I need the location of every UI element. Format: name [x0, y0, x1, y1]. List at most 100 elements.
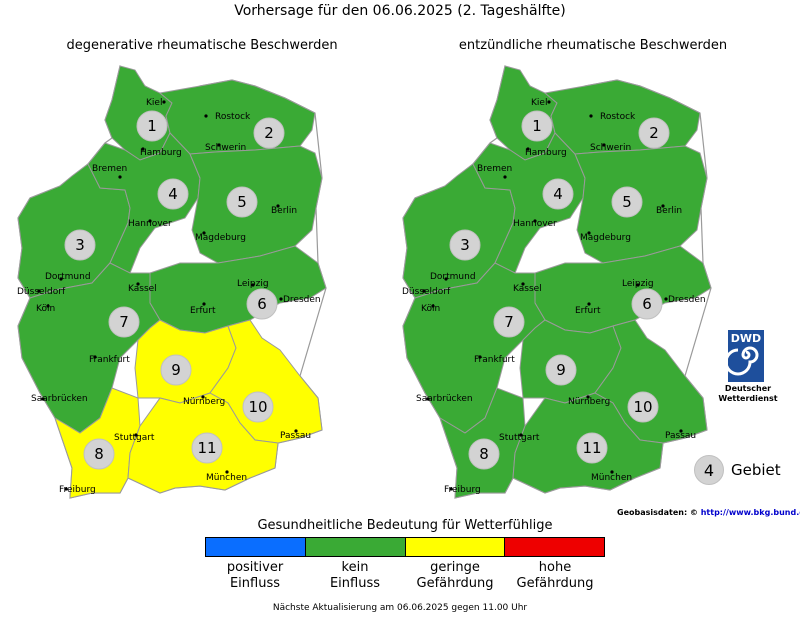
svg-text:1: 1 [532, 117, 542, 135]
region-number-badge: 11 [576, 432, 608, 464]
city-dot [636, 283, 640, 287]
city-dot [141, 147, 145, 151]
city-dot [547, 100, 551, 104]
city-dot [519, 433, 523, 437]
city-dot [134, 433, 138, 437]
city-label: Nürnberg [568, 397, 610, 407]
legend-swatch-positive [206, 538, 306, 556]
map-title-inflammatory: entzündliche rheumatische Beschwerden [458, 38, 728, 53]
region-number-badge: 5 [611, 186, 643, 218]
svg-text:6: 6 [257, 295, 267, 313]
dwd-logo-text: DWD [731, 332, 761, 345]
legend-label-high: hohe Gefährdung [505, 560, 605, 592]
city-label: München [591, 473, 632, 483]
legend-swatch-low [405, 538, 506, 556]
city-dot [148, 219, 152, 223]
city-dot [202, 231, 206, 235]
svg-text:8: 8 [479, 445, 489, 463]
city-dot [202, 302, 206, 306]
city-label: Dresden [668, 295, 706, 305]
city-label: Berlin [271, 206, 297, 216]
region-number-badge: 4 [157, 178, 189, 210]
city-dot [526, 147, 530, 151]
dwd-caption: Deutscher Wetterdienst [708, 384, 788, 404]
region-number-badge: 7 [493, 306, 525, 338]
city-label: Dortmund [45, 272, 91, 282]
region-number-badge: 9 [545, 354, 577, 386]
city-label: Kiel [531, 98, 547, 108]
city-dot [587, 231, 591, 235]
svg-text:1: 1 [147, 117, 157, 135]
city-dot [610, 470, 614, 474]
city-dot [64, 487, 68, 491]
svg-text:9: 9 [171, 361, 181, 379]
city-dot [422, 289, 426, 293]
svg-text:9: 9 [556, 361, 566, 379]
legend-label-low-line1: geringe [430, 560, 480, 575]
city-label: Frankfurt [89, 355, 130, 365]
region-1[interactable] [104, 65, 173, 161]
city-label: Frankfurt [474, 355, 515, 365]
city-dot [521, 282, 525, 286]
city-dot [431, 304, 435, 308]
dwd-logo: DWD [724, 330, 764, 382]
legend-label-none-line2: Einfluss [329, 576, 381, 591]
city-label: München [206, 473, 247, 483]
city-dot [444, 277, 448, 281]
city-dot [294, 429, 298, 433]
city-dot [478, 355, 482, 359]
region-number-badge: 8 [83, 438, 115, 470]
region-key-label: Gebiet [731, 461, 781, 479]
legend-label-none: kein Einfluss [305, 560, 405, 592]
region-number-badge: 3 [449, 229, 481, 261]
region-10[interactable] [209, 319, 323, 444]
city-dot [46, 304, 50, 308]
region-number-badge: 8 [468, 438, 500, 470]
region-number-badge: 1 [136, 110, 168, 142]
legend-label-positive-line1: positiver [226, 560, 284, 575]
city-label: Leipzig [237, 279, 269, 289]
city-label: Magdeburg [580, 233, 631, 243]
region-number-badge: 2 [253, 117, 285, 149]
city-label: Saarbrücken [31, 394, 88, 404]
city-dot [217, 143, 221, 147]
city-dot [661, 204, 665, 208]
svg-text:4: 4 [553, 185, 563, 203]
region-1[interactable] [489, 65, 558, 161]
svg-text:11: 11 [197, 439, 216, 457]
svg-text:10: 10 [633, 398, 652, 416]
city-label: Düsseldorf [402, 287, 451, 297]
city-label: Rostock [600, 112, 636, 122]
svg-text:7: 7 [504, 313, 514, 331]
region-number-badge: 6 [631, 288, 663, 320]
svg-text:6: 6 [642, 295, 652, 313]
region-4[interactable] [87, 132, 201, 274]
map-title-degenerative: degenerative rheumatische Beschwerden [66, 38, 338, 53]
city-dot [279, 297, 283, 301]
region-number-badge: 5 [226, 186, 258, 218]
region-10[interactable] [594, 319, 708, 444]
svg-text:5: 5 [622, 193, 632, 211]
region-number-badge: 1 [521, 110, 553, 142]
city-dot [503, 175, 507, 179]
geobasis-label: Geobasisdaten: © [617, 508, 698, 517]
city-dot [602, 143, 606, 147]
region-4[interactable] [472, 132, 586, 274]
region-key-badge: 4 [694, 455, 724, 485]
svg-text:2: 2 [264, 124, 274, 142]
legend-label-positive-line2: Einfluss [229, 576, 281, 591]
city-label: Magdeburg [195, 233, 246, 243]
city-dot [426, 397, 430, 401]
geobasis-link[interactable]: http://www.bkg.bund.de [700, 508, 800, 517]
city-label: Erfurt [190, 306, 216, 316]
region-number-badge: 6 [246, 288, 278, 320]
legend-bar [205, 537, 605, 557]
city-label: Kiel [146, 98, 162, 108]
legend-label-none-line1: kein [341, 560, 369, 575]
region-number-badge: 9 [160, 354, 192, 386]
legend-label-low: geringe Gefährdung [405, 560, 505, 592]
svg-text:7: 7 [119, 313, 129, 331]
city-label: Schwerin [205, 143, 246, 153]
legend-label-high-line2: Gefährdung [516, 576, 594, 591]
city-label: Hannover [513, 219, 557, 229]
